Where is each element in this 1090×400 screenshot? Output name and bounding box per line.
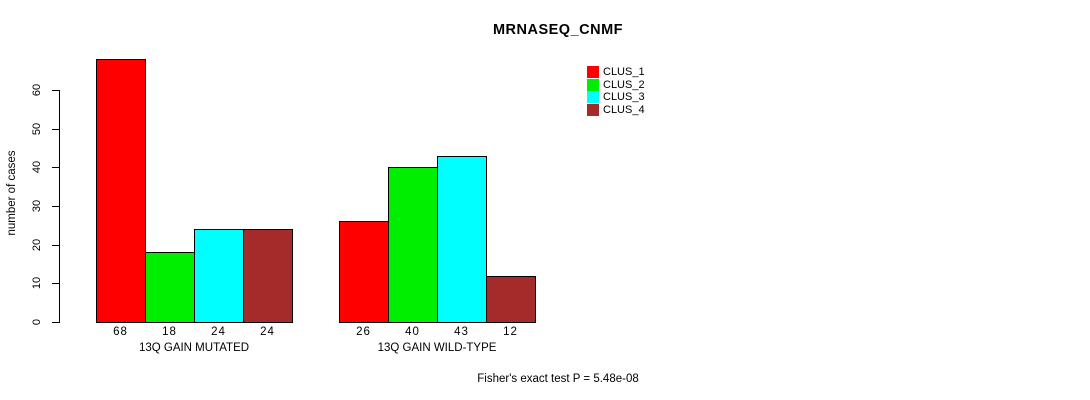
y-tick-mark [52, 128, 59, 130]
y-tick-mark [52, 167, 59, 169]
y-tick-mark [52, 244, 59, 246]
bar-clus_3 [437, 155, 487, 323]
bar-clus_4 [243, 229, 293, 323]
bar-clus_1 [96, 59, 146, 323]
bar-clus_3 [194, 229, 244, 323]
legend-swatch [587, 91, 599, 104]
y-tick-label: 60 [31, 83, 43, 97]
y-tick-mark [52, 283, 59, 285]
y-tick-label: 10 [31, 277, 43, 290]
bar-value-label: 68 [113, 326, 128, 338]
group-label: 13Q GAIN MUTATED [138, 342, 250, 354]
bar-value-label: 24 [260, 326, 275, 338]
group-label: 13Q GAIN WILD-TYPE [377, 342, 497, 354]
y-tick-label: 20 [31, 238, 43, 251]
bar-value-label: 12 [503, 326, 518, 338]
y-axis-line [59, 90, 60, 323]
y-tick-label: 50 [31, 122, 43, 135]
bar-value-label: 24 [211, 326, 226, 338]
legend-swatch [587, 66, 599, 78]
y-tick-label: 40 [31, 161, 43, 174]
bar-value-label: 26 [356, 326, 371, 338]
bar-clus_1 [339, 221, 389, 323]
legend-item: CLUS_4 [587, 104, 645, 117]
y-tick-mark [52, 322, 59, 323]
bar-value-label: 40 [405, 326, 420, 338]
legend-label: CLUS_4 [603, 104, 645, 117]
legend-swatch [587, 78, 599, 91]
legend-label: CLUS_3 [603, 91, 645, 104]
bar-clus_2 [145, 252, 195, 323]
bar-clus_4 [486, 275, 536, 323]
bar-clus_2 [388, 167, 438, 323]
legend-item: CLUS_2 [587, 78, 645, 91]
y-tick-label: 30 [31, 199, 43, 213]
bar-value-label: 43 [454, 326, 469, 338]
chart-title: MRNASEQ_CNMF [492, 22, 624, 38]
statistical-annotation: Fisher's exact test P = 5.48e-08 [477, 373, 639, 385]
bar-value-label: 18 [162, 326, 177, 338]
legend-swatch [587, 104, 599, 117]
legend-label: CLUS_1 [603, 66, 645, 78]
legend-item: CLUS_1 [587, 66, 645, 78]
y-tick-label: 0 [31, 318, 43, 326]
legend-item: CLUS_3 [587, 91, 645, 104]
y-tick-mark [52, 90, 59, 91]
y-tick-mark [52, 206, 59, 207]
legend-label: CLUS_2 [603, 78, 645, 91]
y-axis-label: number of cases [6, 150, 18, 236]
